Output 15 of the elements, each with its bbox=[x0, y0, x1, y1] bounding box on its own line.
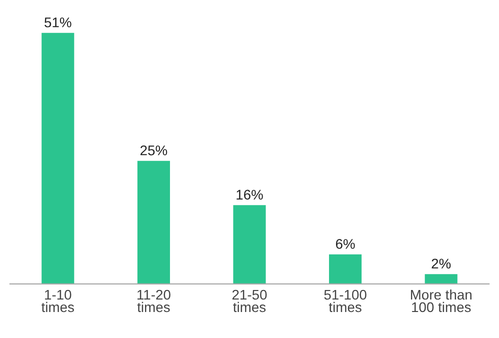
bar bbox=[424, 274, 458, 284]
x-tick-label: More than 100 times bbox=[410, 289, 472, 312]
data-label: 6% bbox=[336, 239, 355, 249]
data-label: 51% bbox=[44, 18, 72, 28]
x-tick-label: 21-50 times bbox=[232, 290, 267, 312]
data-label: 2% bbox=[432, 258, 451, 268]
bar bbox=[137, 160, 170, 284]
bar bbox=[233, 205, 266, 284]
x-tick-label: 11-20 times bbox=[137, 290, 170, 312]
x-tick-label: 51-100 times bbox=[324, 290, 366, 312]
bar bbox=[42, 32, 74, 284]
bar bbox=[329, 254, 362, 284]
x-tick-label: 1-10 times bbox=[42, 290, 74, 312]
data-label: 16% bbox=[236, 190, 263, 200]
data-label: 25% bbox=[140, 145, 168, 156]
